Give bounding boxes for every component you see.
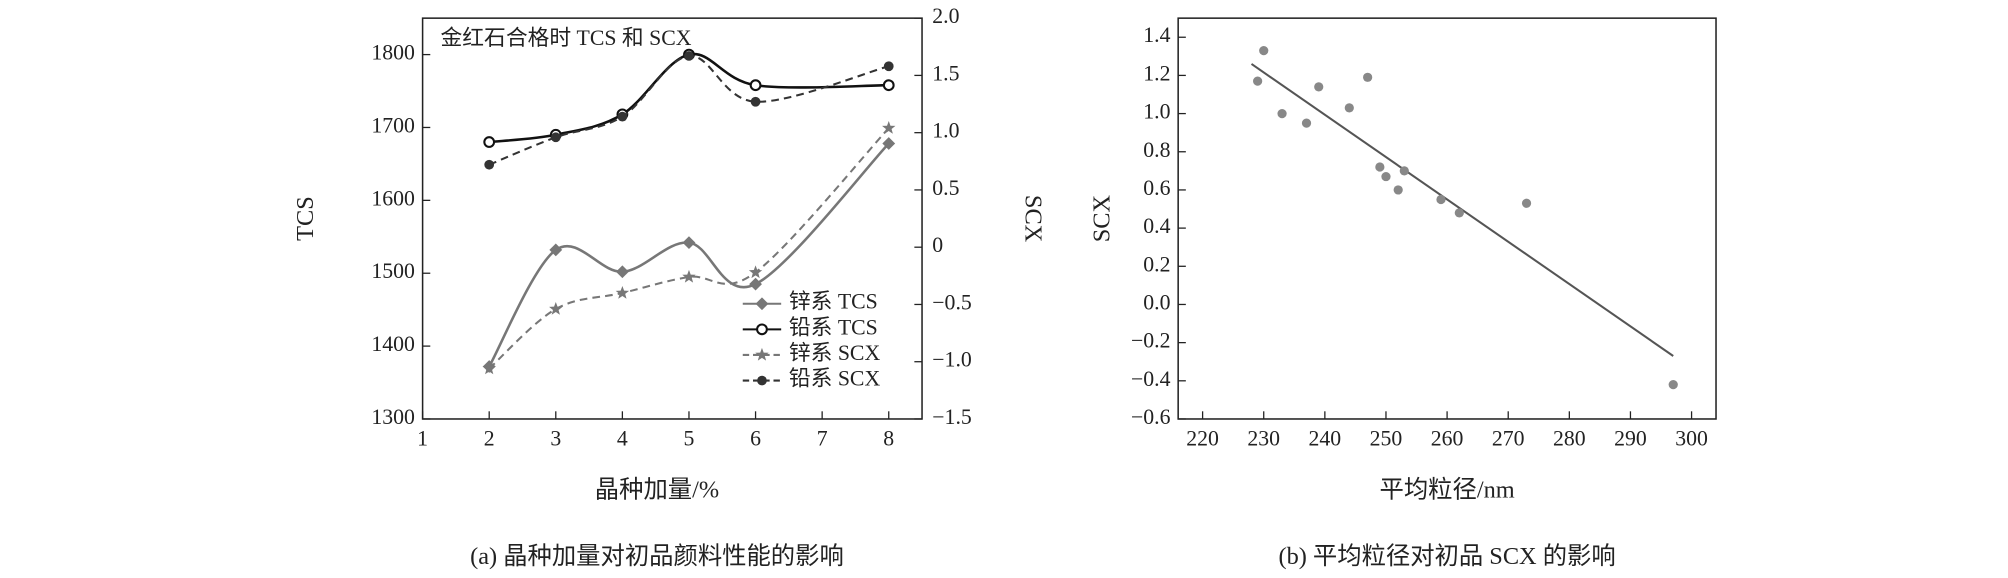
marker — [882, 79, 895, 92]
scatter-point — [1314, 82, 1324, 92]
y-tick-label: 1.0 — [1143, 100, 1170, 124]
y2-axis-label: SCX — [1019, 195, 1046, 243]
scatter-point — [1301, 118, 1312, 128]
y2-tick-label: −0.5 — [932, 290, 972, 314]
scatter-point — [1393, 185, 1403, 195]
x-tick-label: 250 — [1370, 427, 1403, 451]
scatter-point — [1363, 72, 1373, 82]
scatter-point — [1521, 198, 1532, 208]
x-tick-label: 8 — [883, 427, 894, 451]
y-tick-label: 0.6 — [1143, 176, 1170, 200]
series-line — [488, 54, 890, 166]
y-tick-label: −0.4 — [1131, 367, 1171, 391]
y-axis-label: TCS — [292, 196, 319, 241]
scatter-point — [1381, 171, 1391, 182]
y-tick-label: 1.2 — [1143, 61, 1170, 85]
y-tick-label: 0.0 — [1143, 290, 1170, 314]
y-tick-label: 0.2 — [1143, 252, 1170, 276]
x-tick-label: 1 — [417, 427, 428, 451]
marker — [549, 243, 563, 257]
marker — [882, 121, 896, 134]
x-tick-label: 220 — [1186, 427, 1219, 451]
marker — [749, 277, 762, 291]
marker — [615, 285, 630, 299]
marker — [748, 265, 763, 279]
scatter-point — [1277, 108, 1287, 119]
y-tick-label: −0.2 — [1131, 329, 1170, 353]
x-axis-label: 晶种加量/% — [595, 477, 719, 504]
x-tick-label: 230 — [1247, 427, 1280, 451]
y-tick-label: 1600 — [371, 186, 415, 210]
x-tick-label: 7 — [817, 427, 828, 451]
caption: (b) 平均粒径对初品 SCX 的影响 — [1278, 543, 1615, 570]
marker — [483, 136, 496, 148]
x-tick-label: 3 — [550, 427, 561, 451]
plot-frame — [421, 17, 923, 420]
marker — [549, 301, 563, 315]
x-tick-label: 300 — [1675, 427, 1708, 451]
marker — [615, 265, 629, 279]
y2-tick-label: 1.0 — [932, 119, 959, 143]
legend-label: 锌系 SCX — [789, 341, 881, 365]
x-tick-label: 290 — [1614, 427, 1647, 451]
scatter-point — [1668, 380, 1678, 390]
scatter-point — [1375, 162, 1385, 172]
y-tick-label: 1300 — [371, 405, 415, 429]
scatter-point — [1253, 76, 1263, 86]
x-tick-label: 280 — [1553, 427, 1586, 451]
legend-label: 锌系 TCS — [789, 290, 878, 314]
marker — [684, 51, 694, 61]
marker — [484, 159, 495, 170]
scatter-point — [1259, 45, 1269, 56]
marker — [750, 96, 761, 107]
series-line — [489, 52, 889, 144]
legend-marker — [757, 375, 767, 386]
chart-title: 金红石合格时 TCS 和 SCX — [441, 26, 692, 50]
marker — [883, 61, 894, 72]
x-axis-label: 平均粒径/nm — [1380, 477, 1515, 504]
y2-tick-label: 0 — [932, 233, 943, 257]
marker — [482, 361, 496, 375]
series-line — [488, 142, 890, 368]
x-tick-label: 2 — [484, 427, 495, 451]
legend-marker — [755, 297, 769, 311]
y2-tick-label: 2.0 — [932, 4, 959, 28]
scatter-point — [1399, 166, 1409, 176]
legend-marker — [756, 323, 768, 336]
y-axis-label: SCX — [1088, 194, 1115, 242]
marker — [682, 236, 696, 250]
legend-label: 铅系 SCX — [789, 367, 881, 391]
y-tick-label: −0.6 — [1131, 405, 1171, 429]
legend-marker — [755, 347, 769, 361]
marker — [749, 79, 762, 92]
y-tick-label: 1.4 — [1143, 23, 1170, 47]
x-tick-label: 5 — [684, 427, 695, 451]
y2-tick-label: 1.5 — [932, 61, 959, 85]
x-tick-label: 270 — [1492, 427, 1525, 451]
x-tick-label: 6 — [750, 427, 761, 451]
y2-tick-label: −1.5 — [932, 405, 972, 429]
y-tick-label: 1700 — [371, 113, 415, 137]
caption: (a) 晶种加量对初品颜料性能的影响 — [470, 543, 844, 570]
y-tick-label: 0.4 — [1143, 214, 1170, 238]
y-tick-label: 1800 — [371, 41, 415, 65]
x-tick-label: 240 — [1309, 427, 1342, 451]
legend-label: 铅系 TCS — [789, 315, 878, 339]
y-tick-label: 1400 — [371, 332, 415, 356]
y-tick-label: 1500 — [371, 259, 415, 283]
x-tick-label: 4 — [617, 427, 628, 451]
marker — [682, 269, 696, 283]
y2-tick-label: −1.0 — [932, 348, 972, 372]
y2-tick-label: 0.5 — [932, 176, 959, 200]
scatter-point — [1454, 208, 1464, 218]
scatter-point — [1436, 194, 1446, 205]
marker — [550, 132, 561, 143]
marker — [617, 111, 628, 122]
x-tick-label: 260 — [1431, 427, 1464, 451]
scatter-point — [1344, 103, 1354, 113]
y-tick-label: 0.8 — [1143, 138, 1170, 162]
